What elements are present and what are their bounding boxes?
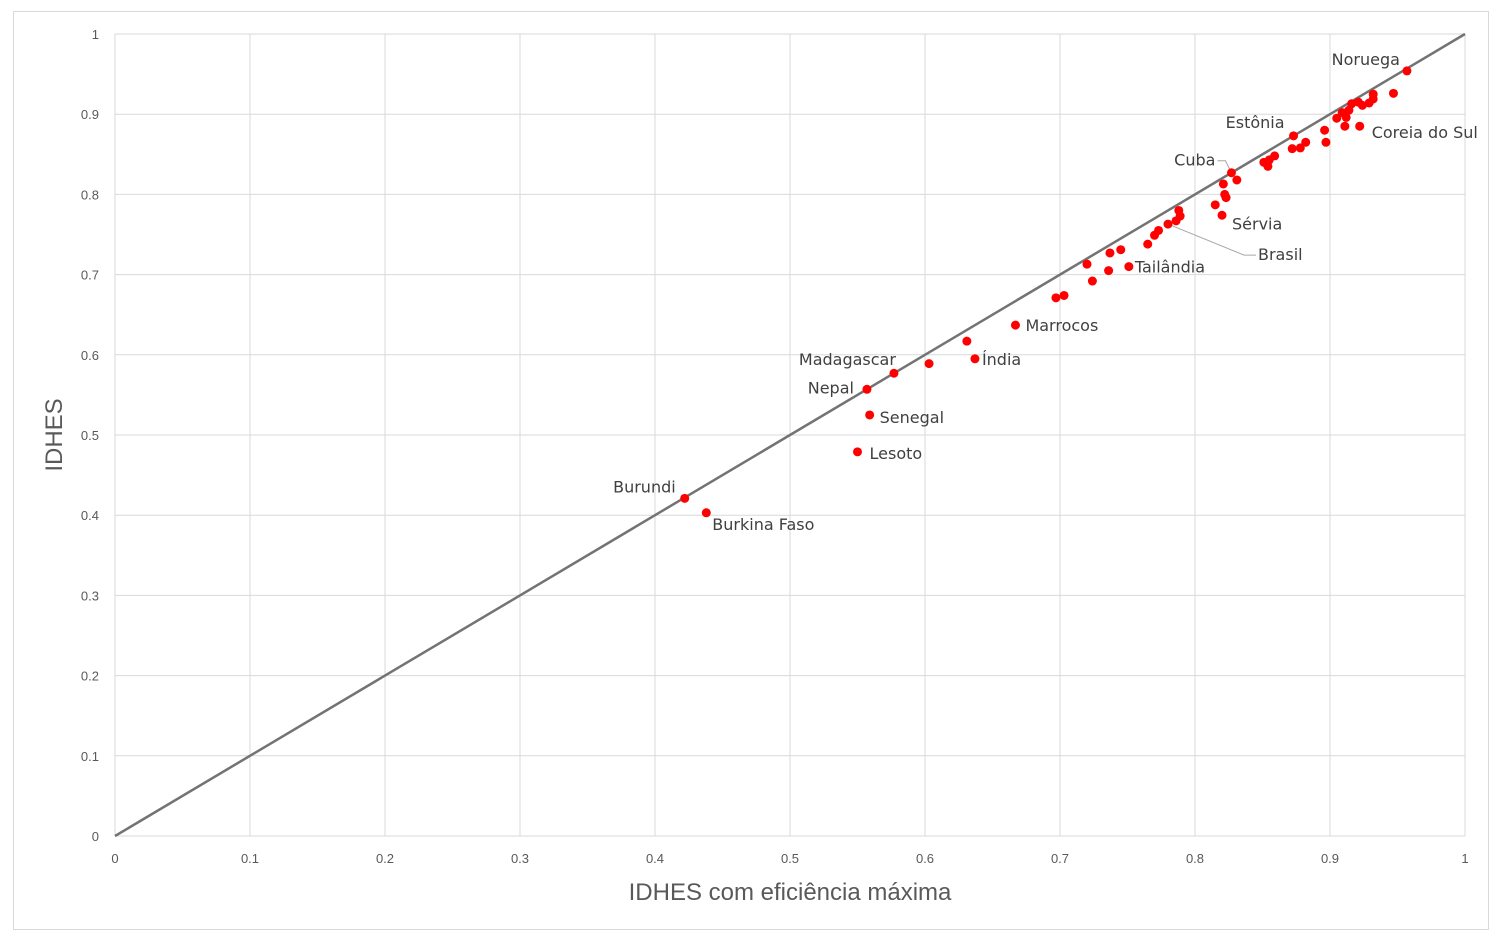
label-leader-line (1167, 223, 1256, 256)
data-point (1221, 193, 1231, 203)
y-tick-label: 0.5 (81, 428, 99, 443)
point-label: Índia (982, 350, 1021, 369)
point-labels: Noruega Coreia do Sul Estônia Cuba Sérvia Bra… (613, 50, 1478, 534)
y-tick-label: 0.9 (81, 107, 99, 122)
data-point (1163, 219, 1173, 229)
data-point (1116, 245, 1126, 255)
data-point (1388, 88, 1398, 98)
y-axis-title: IDHES (41, 398, 68, 471)
y-tick-label: 0.2 (81, 669, 99, 684)
point-label: Senegal (880, 408, 944, 427)
data-point (889, 368, 899, 378)
data-point (1059, 290, 1069, 300)
y-tick-label: 0.3 (81, 588, 99, 603)
y-tick-label: 0 (92, 829, 99, 844)
data-point (1150, 230, 1159, 240)
point-label: Burundi (613, 477, 676, 496)
x-axis-title: IDHES com eficiência máxima (629, 879, 952, 906)
data-point (1082, 259, 1092, 269)
data-point (1143, 239, 1153, 249)
data-point (680, 493, 690, 503)
data-point (1010, 320, 1020, 330)
point-label: Estônia (1226, 113, 1285, 132)
point-label: Cuba (1174, 151, 1215, 170)
y-tick-label: 0.7 (81, 268, 99, 283)
x-tick-label: 0.9 (1321, 851, 1339, 866)
data-point (1051, 293, 1061, 303)
x-tick-label: 0.4 (646, 851, 664, 866)
x-tick-label: 0 (111, 851, 118, 866)
data-point (1217, 210, 1227, 220)
data-point (1232, 175, 1242, 185)
data-point (970, 354, 980, 364)
data-point (1364, 98, 1374, 108)
data-point (1289, 131, 1299, 141)
y-tick-label: 0.1 (81, 749, 99, 764)
data-point (1340, 121, 1350, 131)
data-point (1287, 144, 1297, 154)
x-tick-label: 0.2 (376, 851, 394, 866)
point-label: Noruega (1332, 50, 1400, 69)
data-point (853, 447, 862, 457)
point-label: Lesoto (870, 444, 923, 463)
point-label: Coreia do Sul (1372, 123, 1478, 142)
data-point (1355, 121, 1365, 131)
y-tick-label: 1 (92, 27, 99, 42)
x-tick-label: 0.3 (511, 851, 529, 866)
data-point (1210, 200, 1220, 210)
data-point (1263, 161, 1273, 171)
chart-frame (13, 11, 1489, 930)
data-points (680, 66, 1412, 518)
data-point (1320, 125, 1330, 135)
y-tick-label: 0.4 (81, 508, 99, 523)
data-point (1344, 105, 1354, 115)
y-tick-label: 0.6 (81, 348, 99, 363)
x-tick-label: 0.5 (781, 851, 799, 866)
data-point (1104, 266, 1114, 276)
data-point (1332, 113, 1342, 123)
data-point (962, 336, 972, 346)
point-label: Madagascar (799, 350, 896, 369)
data-point (1301, 137, 1311, 147)
x-tick-label: 0.1 (241, 851, 259, 866)
x-tick-label: 1 (1461, 851, 1468, 866)
data-point (1171, 216, 1181, 226)
point-label: Tailândia (1134, 258, 1205, 277)
data-point (865, 410, 875, 420)
axes (114, 34, 1465, 837)
data-point (1402, 66, 1412, 76)
grid-lines (115, 33, 1466, 836)
data-point (862, 384, 872, 394)
point-label: Sérvia (1232, 214, 1282, 233)
point-label: Brasil (1258, 245, 1303, 264)
x-tick-labels: 0 0.1 0.2 0.3 0.4 0.5 0.6 0.7 0.8 0.9 1 (111, 851, 1468, 866)
data-point (1295, 143, 1305, 153)
x-tick-label: 0.6 (916, 851, 934, 866)
data-point (1105, 248, 1115, 258)
point-label: Burkina Faso (712, 515, 814, 534)
data-point (1353, 97, 1363, 107)
y-tick-label: 0.8 (81, 187, 99, 202)
data-point (1337, 108, 1347, 118)
data-point (701, 508, 711, 518)
point-label: Marrocos (1025, 316, 1098, 335)
data-point (1226, 168, 1236, 178)
x-tick-label: 0.8 (1186, 851, 1204, 866)
reference-line (114, 32, 1466, 838)
data-point (924, 359, 934, 369)
y-tick-labels: 0 0.1 0.2 0.3 0.4 0.5 0.6 0.7 0.8 0.9 1 (81, 27, 99, 844)
data-point (1087, 276, 1097, 286)
data-point (1321, 137, 1331, 147)
data-point (1124, 262, 1134, 272)
data-point (1218, 179, 1228, 189)
point-label: Nepal (808, 378, 854, 397)
x-tick-label: 0.7 (1051, 851, 1069, 866)
